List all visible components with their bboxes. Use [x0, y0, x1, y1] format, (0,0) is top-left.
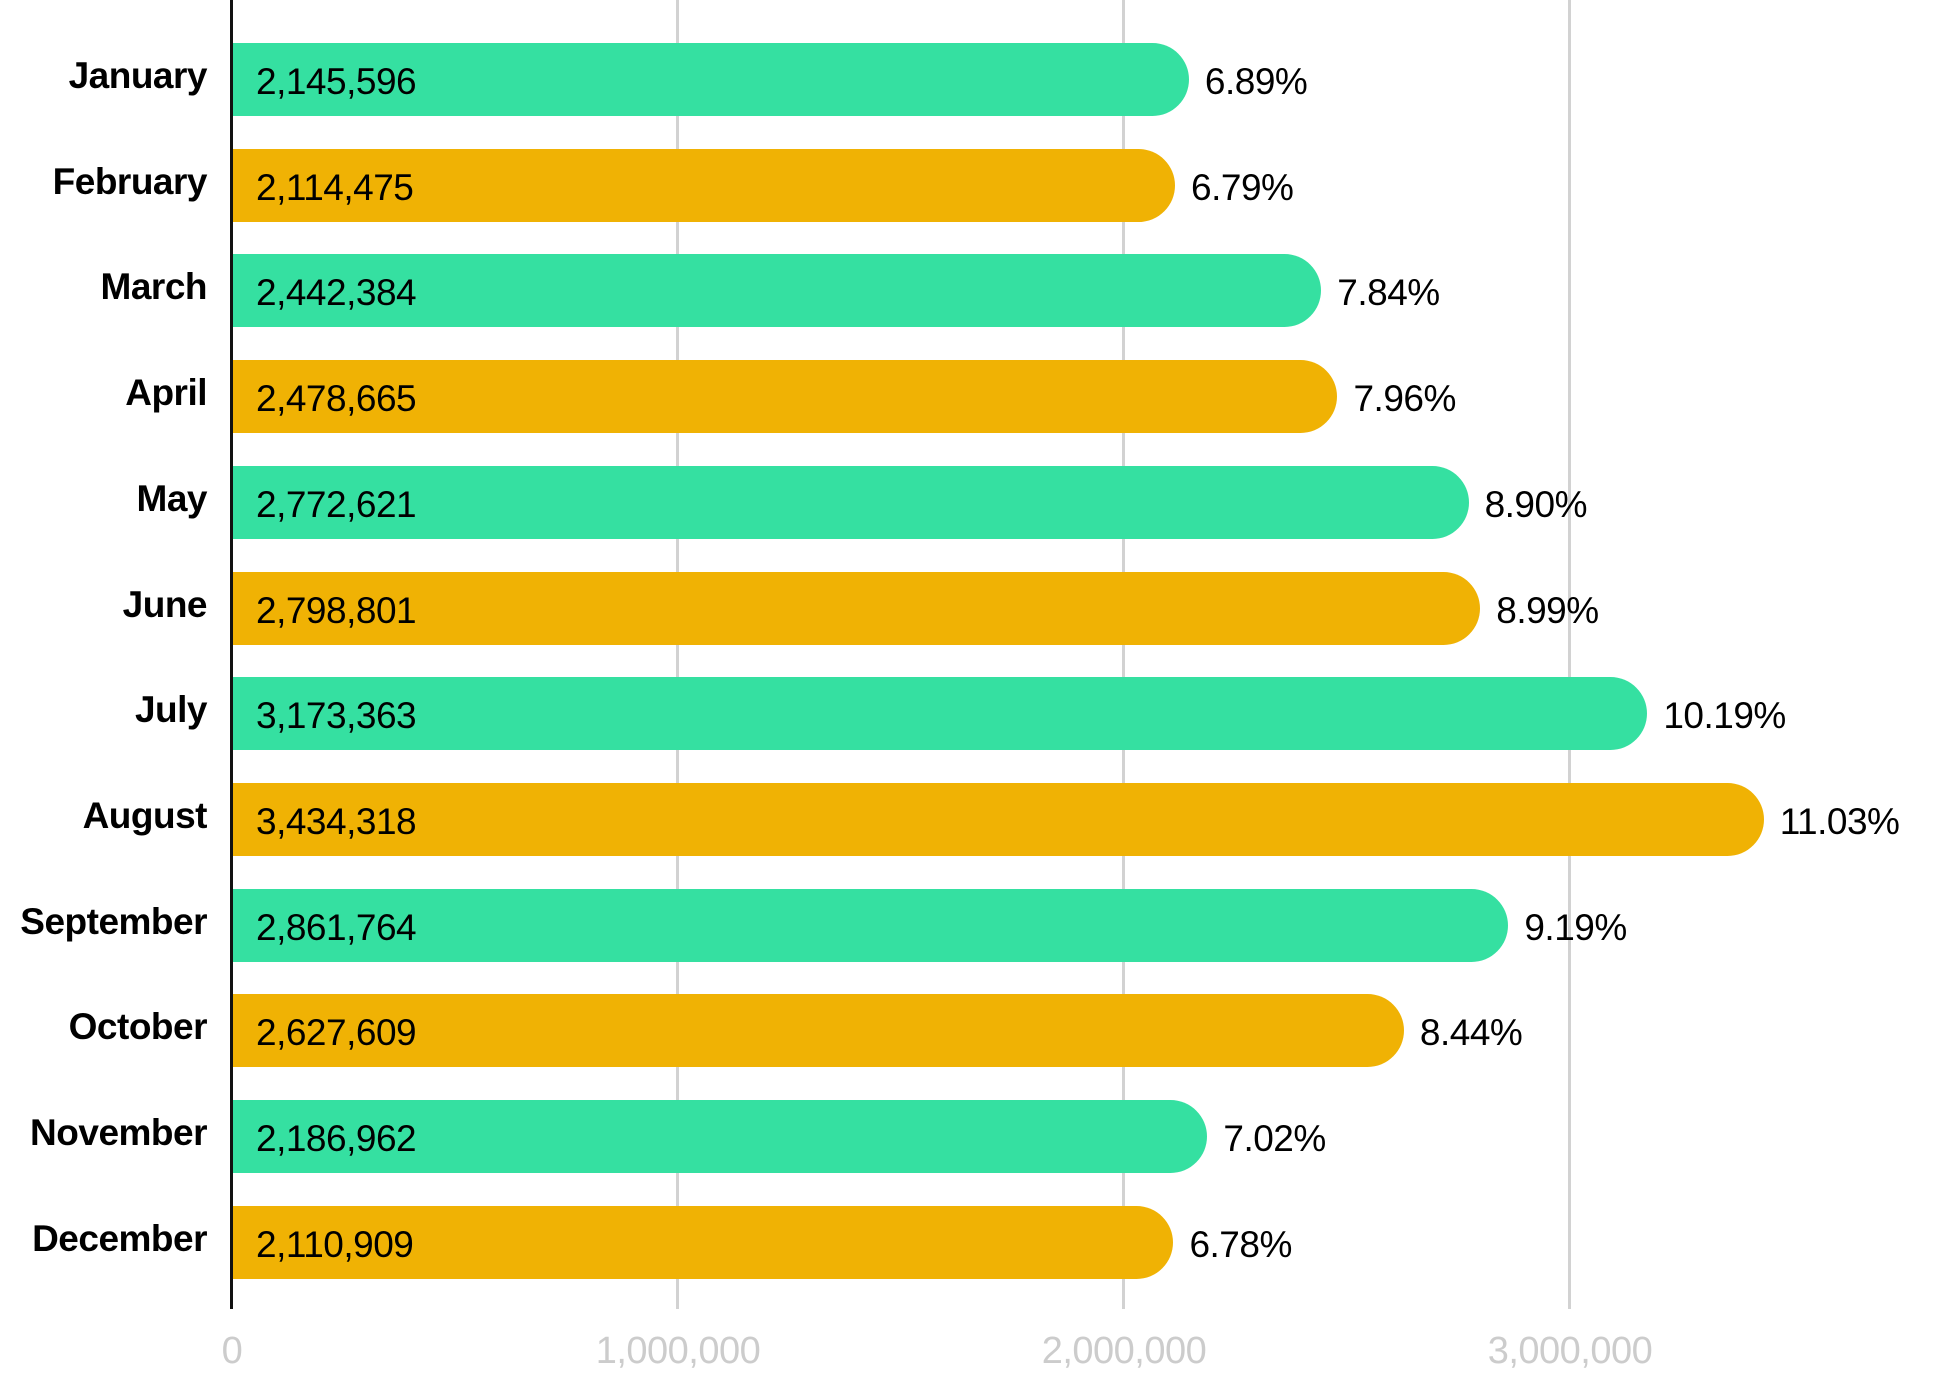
- bar: 2,798,801: [232, 571, 1481, 645]
- percent-label: 11.03%: [1779, 800, 1900, 842]
- bar-row: March 2,442,384 7.84%: [0, 254, 1936, 328]
- bar: 2,772,621: [232, 465, 1469, 539]
- bar-row: July 3,173,363 10.19%: [0, 677, 1936, 751]
- category-label: December: [32, 1217, 207, 1259]
- category-label: April: [125, 372, 207, 414]
- bar: 2,627,609: [232, 994, 1404, 1068]
- category-label: October: [68, 1006, 208, 1048]
- percent-label: 7.84%: [1337, 272, 1440, 314]
- bar-value-label: 2,627,609: [256, 1012, 417, 1054]
- bar-value-label: 2,145,596: [256, 61, 417, 102]
- bar-row: April 2,478,665 7.96%: [0, 360, 1936, 434]
- bar-row: June 2,798,801 8.99%: [0, 571, 1936, 645]
- x-tick-label: 0: [221, 1330, 243, 1372]
- category-label: September: [20, 900, 207, 942]
- bar-value-label: 2,798,801: [256, 589, 417, 631]
- percent-label: 9.19%: [1524, 906, 1627, 948]
- bar: 3,173,363: [232, 677, 1648, 751]
- category-label: January: [68, 55, 208, 96]
- y-axis-line: [230, 0, 233, 1309]
- bar: 2,478,665: [232, 360, 1338, 434]
- bar: 2,114,475: [232, 148, 1176, 222]
- bar-value-label: 2,186,962: [256, 1118, 417, 1159]
- bar-value-label: 3,434,318: [256, 800, 417, 842]
- percent-label: 10.19%: [1663, 695, 1786, 737]
- percent-label: 7.96%: [1353, 378, 1456, 420]
- percent-label: 6.79%: [1191, 166, 1294, 208]
- category-label: August: [82, 794, 208, 836]
- percent-label: 8.90%: [1484, 483, 1588, 525]
- category-label: June: [122, 583, 208, 625]
- bar-row: August 3,434,318 11.03%: [0, 782, 1936, 856]
- x-tick-label: 1,000,000: [595, 1330, 761, 1372]
- percent-label: 8.99%: [1496, 589, 1599, 631]
- bar-value-label: 2,114,475: [256, 166, 414, 208]
- bar-row: December 2,110,909 6.78%: [0, 1205, 1936, 1279]
- percent-label: 6.78%: [1189, 1223, 1292, 1265]
- bar-value-label: 2,861,764: [256, 906, 417, 948]
- bar: 2,186,962: [232, 1100, 1208, 1173]
- x-tick-label: 2,000,000: [1041, 1330, 1207, 1372]
- bar-row: October 2,627,609 8.44%: [0, 994, 1936, 1068]
- bar-value-label: 2,478,665: [256, 378, 417, 420]
- bar-value-label: 2,110,909: [256, 1223, 414, 1265]
- x-tick-label: 3,000,000: [1487, 1330, 1653, 1372]
- bar-row: February 2,114,475 6.79%: [0, 148, 1936, 222]
- gridline: [676, 0, 679, 1309]
- bar: 3,434,318: [232, 782, 1764, 856]
- category-label: May: [136, 477, 208, 519]
- category-label: November: [30, 1112, 207, 1153]
- bar: 2,861,764: [232, 888, 1509, 962]
- percent-label: 6.89%: [1204, 61, 1308, 102]
- bar-row: January 2,145,596 6.89%: [0, 43, 1936, 116]
- gridline: [1122, 0, 1125, 1309]
- bar-value-label: 3,173,363: [256, 695, 417, 737]
- bar: 2,145,596: [232, 43, 1189, 116]
- bar: 2,110,909: [232, 1205, 1174, 1279]
- bar-row: May 2,772,621 8.90%: [0, 465, 1936, 539]
- bar-value-label: 2,442,384: [256, 272, 417, 314]
- bar-value-label: 2,772,621: [256, 483, 417, 525]
- bar-row: September 2,861,764 9.19%: [0, 888, 1936, 962]
- percent-label: 8.44%: [1419, 1012, 1523, 1054]
- category-label: February: [52, 160, 208, 202]
- bar: 2,442,384: [232, 254, 1322, 328]
- bar-row: November 2,186,962 7.02%: [0, 1100, 1936, 1173]
- percent-label: 7.02%: [1223, 1118, 1326, 1159]
- category-label: March: [100, 266, 208, 308]
- gridline: [1568, 0, 1571, 1309]
- category-label: July: [134, 689, 208, 731]
